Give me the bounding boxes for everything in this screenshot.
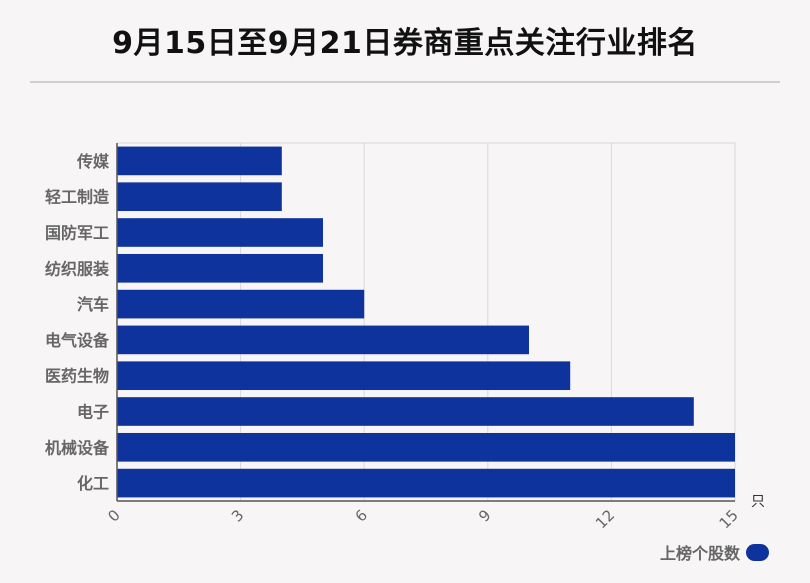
x-tick-label: 15 [716,506,742,532]
category-label: 传媒 [76,152,110,171]
category-label: 机械设备 [45,438,110,457]
bar [117,218,323,247]
bar [117,361,571,391]
bar [117,146,282,176]
x-tick-label: 9 [475,506,494,525]
legend-label: 上榜个股数 [660,544,741,563]
legend: 上榜个股数 [660,540,770,564]
x-axis-unit: 只 [751,494,765,510]
category-label: 电子 [77,403,109,422]
category-label: 化工 [77,474,109,493]
category-label: 医药生物 [45,367,109,386]
bar [117,432,735,462]
x-tick-label: 0 [104,506,123,525]
legend-swatch [746,543,770,561]
bar [117,325,529,355]
x-tick-label: 12 [592,506,618,532]
x-tick-label: 3 [228,506,247,525]
title-divider [30,81,780,83]
bar [117,182,282,212]
category-label: 国防军工 [45,224,109,243]
bar [117,253,323,283]
category-label: 纺织服装 [45,259,109,278]
category-label: 电气设备 [45,331,110,350]
chart-title: 9月15日至9月21日券商重点关注行业排名 [112,26,698,61]
bar [117,397,694,426]
x-tick-label: 6 [352,506,371,525]
category-label: 轻工制造 [45,188,110,207]
bar [117,289,365,319]
bar [117,468,735,498]
category-label: 汽车 [77,295,109,314]
